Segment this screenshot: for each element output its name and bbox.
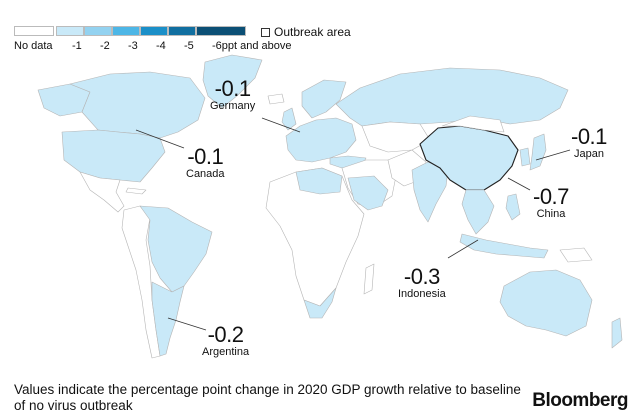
outbreak-area-label: Outbreak area [274, 25, 351, 39]
legend-label-minus-3: -3 [128, 40, 138, 52]
legend-label-minus-1: -1 [72, 40, 82, 52]
leader-japan [535, 149, 571, 161]
mongolia [441, 115, 505, 133]
legend-swatch-minus-3 [112, 26, 140, 36]
leader-germany [261, 117, 301, 133]
china-name: China [536, 208, 566, 220]
caption: Values indicate the percentage point cha… [14, 382, 521, 413]
japan-name: Japan [573, 148, 604, 160]
saudi-arabia [347, 175, 389, 211]
legend: No data -1 -2 -3 -4 -5 -6ppt and above [14, 26, 354, 56]
legend-swatch-minus-5 [168, 26, 196, 36]
russia [335, 67, 569, 127]
iceland [267, 93, 285, 105]
indonesia-value: -0.3 [403, 264, 440, 289]
callout-japan: -0.1 Japan [571, 126, 607, 161]
argentina-name: Argentina [202, 346, 250, 358]
leader-canada [135, 129, 185, 149]
legend-swatch-minus-2 [84, 26, 112, 36]
papua [559, 247, 593, 263]
south-africa [303, 287, 337, 319]
new-zealand [611, 317, 623, 349]
legend-swatch-minus-6 [196, 26, 246, 36]
bloomberg-logo: Bloomberg [532, 390, 628, 411]
outbreak-area-swatch [261, 28, 270, 37]
callout-argentina: -0.2 Argentina [202, 324, 249, 359]
japan [529, 133, 547, 171]
mexico [79, 171, 125, 213]
scandinavia [301, 79, 347, 119]
germany-name: Germany [210, 100, 256, 112]
southeast-asia [461, 189, 495, 235]
usa [61, 129, 166, 183]
canada-value: -0.1 [187, 144, 224, 169]
europe [285, 117, 357, 163]
argentina-value: -0.2 [207, 322, 244, 347]
canada [69, 71, 206, 139]
indonesia-name: Indonesia [398, 288, 446, 300]
australia [499, 269, 593, 337]
philippines [505, 193, 521, 221]
legend-swatch-minus-1 [56, 26, 84, 36]
callout-china: -0.7 China [533, 186, 569, 221]
madagascar [363, 263, 375, 295]
argentina [151, 281, 185, 357]
legend-label-minus-5: -5 [184, 40, 194, 52]
leader-indonesia [447, 239, 479, 259]
callout-germany: -0.1 Germany [210, 78, 255, 113]
callout-canada: -0.1 Canada [186, 146, 225, 181]
leader-china [507, 177, 531, 191]
canada-name: Canada [186, 168, 225, 180]
cuba [125, 187, 147, 195]
germany-value: -0.1 [214, 76, 251, 101]
china-value: -0.7 [533, 184, 569, 209]
leader-argentina [167, 317, 207, 331]
uk [281, 107, 297, 131]
legend-label-minus-2: -2 [100, 40, 110, 52]
legend-label-minus-4: -4 [156, 40, 166, 52]
callout-indonesia: -0.3 Indonesia [398, 266, 446, 301]
central-asia [361, 121, 431, 153]
legend-label-no-data: No data [14, 40, 53, 52]
indonesia [459, 233, 549, 259]
japan-value: -0.1 [571, 124, 607, 149]
korea [519, 147, 531, 167]
world-map [37, 54, 623, 359]
greenland [202, 54, 263, 109]
legend-swatch-no-data [14, 26, 54, 36]
legend-swatch-minus-4 [140, 26, 168, 36]
legend-label-minus-6: -6ppt and above [212, 40, 292, 52]
north-africa [295, 167, 343, 195]
